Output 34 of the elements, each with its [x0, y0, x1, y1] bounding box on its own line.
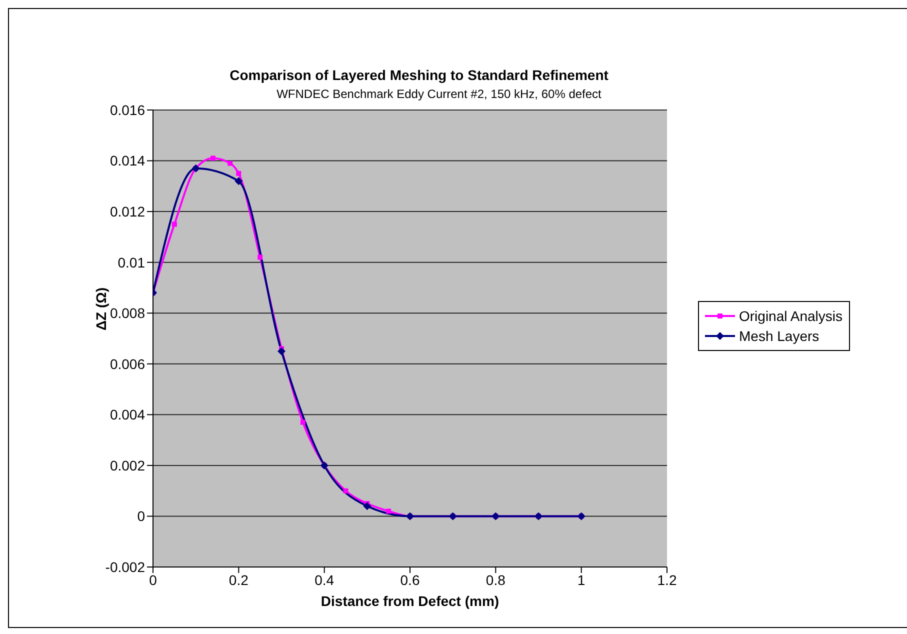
x-tick-label: 1.2 — [657, 572, 677, 588]
y-tick-label: 0.002 — [110, 457, 146, 474]
point — [278, 347, 286, 356]
point — [234, 177, 243, 186]
x-tick-label: 0.4 — [314, 572, 334, 588]
y-axis-title: ΔZ (Ω) — [93, 287, 109, 331]
y-tick-label: 0.008 — [110, 305, 146, 322]
y-tick-label: 0.006 — [110, 356, 146, 372]
y-tick-label: 0.014 — [110, 152, 146, 169]
chart-title: Comparison of Layered Meshing to Standard Refinement — [228, 67, 610, 83]
point — [343, 488, 348, 494]
y-tick-label: 0.004 — [110, 406, 146, 423]
legend-label: Original Analysis — [739, 307, 842, 326]
x-axis-title: Distance from Defect (mm) — [320, 593, 500, 609]
y-tick-label: 0 — [137, 508, 146, 524]
y-tick-label: 0.016 — [110, 102, 146, 118]
legend-label: Mesh Layers — [739, 327, 820, 346]
point — [172, 222, 177, 227]
x-tick-label: 0.2 — [228, 572, 249, 588]
x-tick-label: 1 — [577, 572, 586, 588]
point — [210, 156, 216, 161]
point — [363, 502, 372, 510]
point — [258, 254, 263, 260]
y-tick-label: 0.01 — [118, 254, 146, 270]
x-tick-label: 0.6 — [400, 572, 420, 588]
chart-subtitle: WFNDEC Benchmark Eddy Current #2, 150 kHz, 60% defect — [276, 87, 602, 101]
point — [236, 170, 242, 176]
y-tick-label: -0.002 — [105, 558, 146, 575]
x-tick-label: 0.8 — [486, 572, 506, 588]
x-tick-label: 0 — [149, 572, 158, 588]
point — [300, 420, 306, 425]
point — [228, 160, 233, 166]
point — [386, 508, 392, 514]
y-tick-label: 0.012 — [110, 204, 146, 220]
